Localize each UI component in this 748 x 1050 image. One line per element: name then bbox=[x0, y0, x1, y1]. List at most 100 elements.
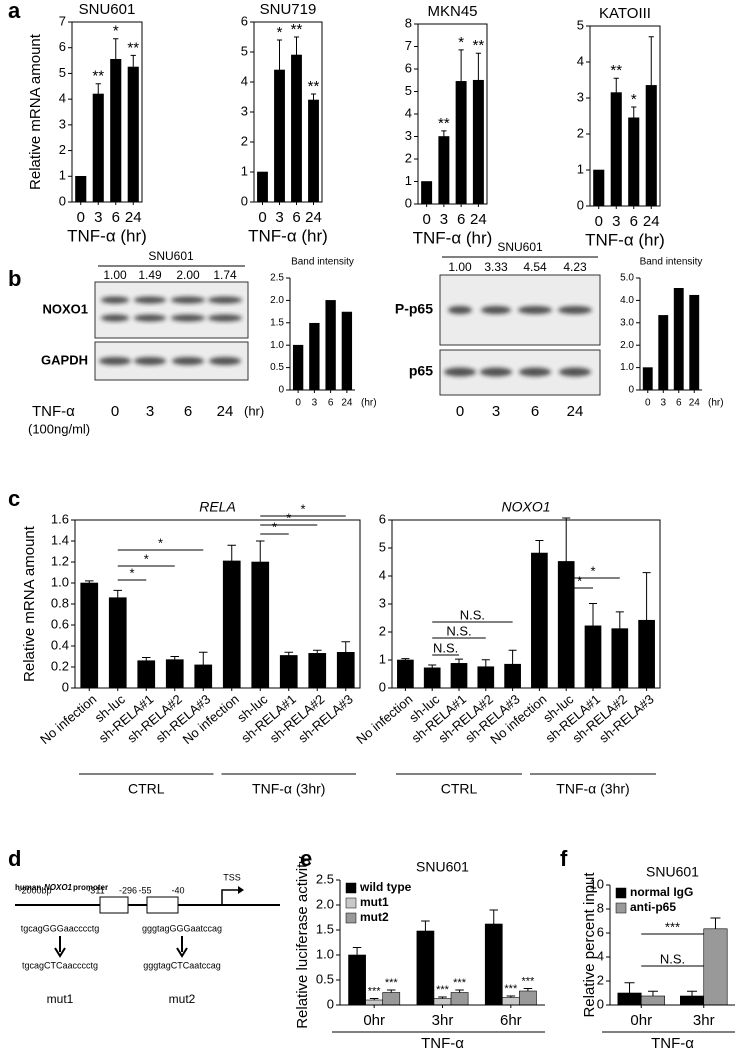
bar bbox=[325, 300, 336, 391]
error-bar bbox=[113, 589, 123, 598]
error-bar bbox=[454, 658, 464, 664]
y-tick-label: 1.0 bbox=[270, 340, 284, 351]
blot-band bbox=[519, 367, 551, 377]
y-tick-label: 6 bbox=[379, 511, 386, 526]
blot-band bbox=[99, 357, 131, 365]
bar bbox=[137, 660, 156, 689]
significance-label: ** bbox=[473, 37, 485, 54]
promoter-position: -311 bbox=[87, 885, 104, 895]
y-tick-label: 4 bbox=[597, 948, 604, 963]
bar bbox=[433, 998, 452, 1006]
bar bbox=[348, 954, 366, 1006]
significance-label: ** bbox=[610, 62, 622, 79]
bar bbox=[658, 315, 669, 391]
chart-title: KATOIII bbox=[599, 5, 651, 22]
bar bbox=[472, 79, 484, 205]
y-tick-label: 1 bbox=[379, 651, 386, 666]
x-tick-label: 3 bbox=[612, 213, 620, 230]
lane-label: 24 bbox=[217, 403, 234, 420]
error-bar bbox=[506, 995, 516, 998]
x-tick-label: No infection bbox=[353, 691, 415, 747]
group-label: CTRL bbox=[128, 781, 165, 797]
y-tick-label: 1.2 bbox=[51, 553, 69, 568]
blot-band bbox=[171, 314, 205, 322]
mutant-sequence: tgcagCTCaacccctg bbox=[22, 960, 98, 970]
y-tick-label: 3 bbox=[59, 116, 66, 131]
x-tick-label: 0 bbox=[645, 398, 651, 409]
chart-title: NOXO1 bbox=[501, 499, 550, 515]
bar bbox=[477, 666, 495, 689]
y-label: Relative mRNA amount bbox=[27, 33, 44, 190]
y-tick-label: 2 bbox=[597, 972, 604, 987]
group-label: TNF-α (3hr) bbox=[252, 781, 325, 797]
bar bbox=[628, 117, 640, 207]
error-bar bbox=[481, 659, 490, 667]
x-tick-label: 0hr bbox=[363, 1012, 385, 1029]
bar bbox=[584, 625, 602, 689]
bar bbox=[80, 582, 99, 689]
lane-label: 24 bbox=[567, 403, 584, 420]
x-label: TNF-α (hr) bbox=[585, 230, 665, 249]
group-label: CTRL bbox=[441, 781, 478, 797]
bracket-label: * bbox=[590, 563, 595, 578]
legend-label: mut1 bbox=[360, 895, 389, 909]
bar bbox=[642, 367, 653, 391]
error-bar bbox=[170, 656, 180, 660]
x-tick-label: 6 bbox=[292, 209, 300, 226]
blot-band bbox=[481, 306, 511, 314]
bar bbox=[504, 663, 521, 689]
y-tick-label: 5 bbox=[379, 539, 386, 554]
bar bbox=[292, 344, 304, 391]
bar bbox=[680, 995, 705, 1006]
legend-swatch bbox=[615, 887, 627, 899]
error-bar bbox=[428, 664, 437, 668]
y-tick-label: 1 bbox=[577, 161, 584, 176]
bar bbox=[274, 69, 285, 203]
error-bar bbox=[475, 52, 481, 81]
y-tick-label: 1.5 bbox=[316, 921, 334, 936]
mutant-sequence: gggtagCTCaatccag bbox=[143, 960, 221, 970]
y-tick-label: 0 bbox=[628, 385, 634, 396]
bar bbox=[257, 171, 268, 203]
blot-panel bbox=[94, 281, 249, 339]
legend-label: normal IgG bbox=[630, 885, 693, 899]
unit-label: (hr) bbox=[244, 403, 264, 418]
bar bbox=[397, 659, 414, 689]
blot-row-label: P-p65 bbox=[395, 301, 433, 317]
legend-swatch bbox=[345, 897, 357, 909]
significance-label: * bbox=[458, 34, 464, 51]
bar bbox=[309, 322, 320, 391]
bar bbox=[611, 628, 629, 689]
error-bar bbox=[341, 641, 351, 653]
y-tick-label: 1.6 bbox=[51, 511, 69, 526]
error-bar bbox=[421, 920, 430, 931]
promoter-position: -40 bbox=[171, 885, 184, 895]
lane-label: 3 bbox=[492, 403, 500, 420]
bracket-label: * bbox=[144, 551, 149, 566]
chart-title: SNU719 bbox=[260, 1, 317, 18]
significance-label: *** bbox=[368, 985, 382, 997]
bar bbox=[341, 311, 353, 391]
band-intensity-label: 1.00 bbox=[103, 268, 127, 282]
panel-label: b bbox=[8, 266, 21, 291]
y-tick-label: 3 bbox=[379, 595, 386, 610]
y-tick-label: 1 bbox=[59, 168, 66, 183]
blot-band bbox=[559, 367, 591, 377]
y-tick-label: 3 bbox=[405, 128, 412, 143]
y-tick-label: 5 bbox=[577, 17, 584, 32]
y-tick-label: 0 bbox=[577, 197, 584, 212]
panel-label: d bbox=[8, 846, 21, 871]
x-tick-label: 6 bbox=[112, 209, 120, 226]
bar bbox=[519, 990, 537, 1006]
x-label: TNF-α (hr) bbox=[248, 226, 328, 245]
y-tick-label: 4 bbox=[405, 105, 412, 120]
bar bbox=[531, 552, 548, 689]
y-tick-label: 2.5 bbox=[270, 273, 284, 284]
y-tick-label: 2 bbox=[405, 150, 412, 165]
x-unit-label: (hr) bbox=[708, 398, 724, 409]
plot-frame bbox=[589, 25, 661, 207]
promoter-position: -55 bbox=[138, 885, 151, 895]
error-bar bbox=[276, 39, 283, 70]
x-label: TNF-α bbox=[421, 1035, 464, 1050]
